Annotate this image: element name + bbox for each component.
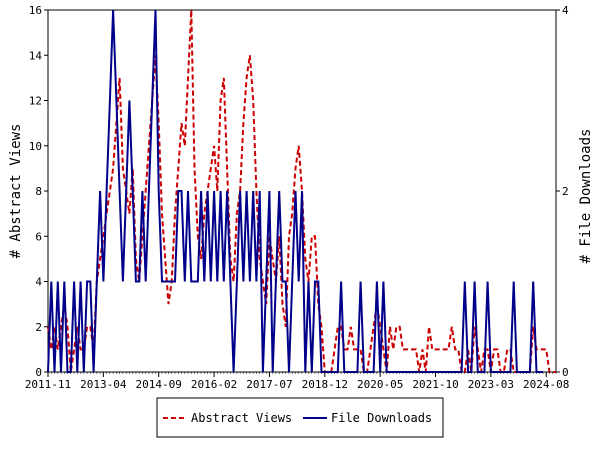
series-layer xyxy=(47,9,556,373)
left-tick-label: 0 xyxy=(35,366,42,379)
x-tick-label: 2021-10 xyxy=(412,378,458,391)
right-tick-label: 2 xyxy=(562,185,569,198)
left-tick-label: 6 xyxy=(35,230,42,243)
x-tick-label: 2016-02 xyxy=(191,378,237,391)
legend-label-abstract-views: Abstract Views xyxy=(191,411,292,425)
left-tick-label: 4 xyxy=(35,276,42,289)
right-tick-label: 0 xyxy=(562,366,569,379)
left-tick-label: 16 xyxy=(29,4,42,17)
x-tick-label: 2014-09 xyxy=(136,378,182,391)
left-tick-label: 12 xyxy=(29,95,42,108)
x-tick-label: 2023-03 xyxy=(468,378,514,391)
axes-layer: 0 2 4 6 8 10 12 14 16 0 2 4 2011-11 2013-04 2014-09 201… xyxy=(25,4,570,391)
x-tick-label: 2024-08 xyxy=(523,378,569,391)
x-tick-label: 2020-05 xyxy=(357,378,403,391)
legend-label-file-downloads: File Downloads xyxy=(331,411,432,425)
right-tick-label: 4 xyxy=(562,4,569,17)
x-tick-label: 2013-04 xyxy=(80,378,127,391)
left-tick-label: 2 xyxy=(35,321,42,334)
left-tick-label: 10 xyxy=(29,140,42,153)
legend: Abstract Views File Downloads xyxy=(156,397,444,438)
legend-box xyxy=(156,397,444,438)
x-tick-label: 2017-07 xyxy=(246,378,292,391)
left-tick-label: 8 xyxy=(35,185,42,198)
x-tick-label: 2011-11 xyxy=(25,378,71,391)
x-tick-label: 2018-12 xyxy=(302,378,348,391)
left-axis-title: # Abstract Views xyxy=(8,124,24,259)
right-axis-title: # File Downloads xyxy=(578,129,594,264)
left-tick-label: 14 xyxy=(29,49,43,62)
series-line-file-downloads xyxy=(47,9,543,373)
